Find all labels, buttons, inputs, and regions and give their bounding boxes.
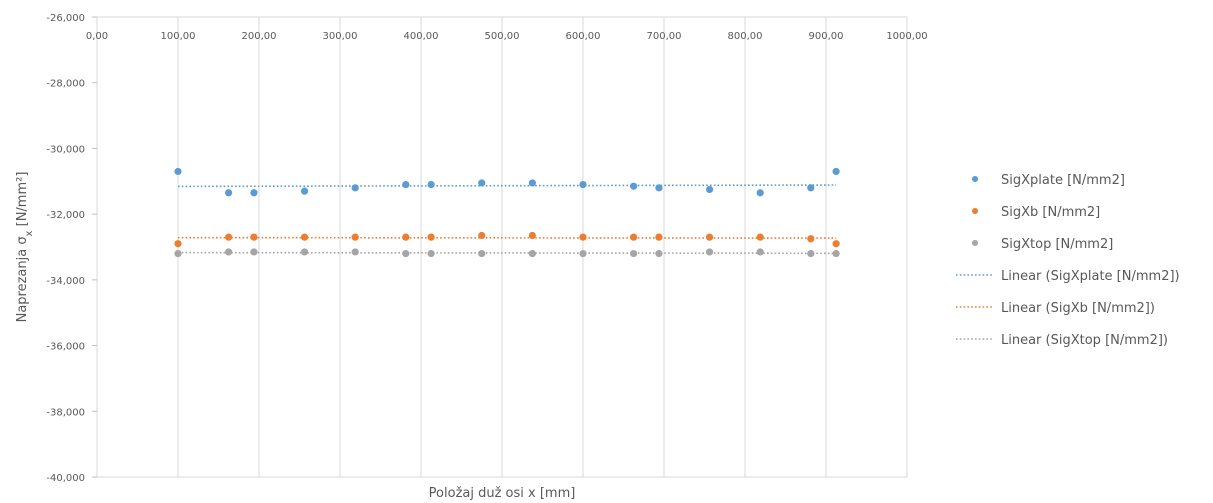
x-tick-label: 100,00 xyxy=(161,31,196,42)
data-point xyxy=(351,233,359,241)
data-point xyxy=(807,184,815,192)
data-point xyxy=(427,180,435,189)
x-tick-label: 800,00 xyxy=(728,31,763,42)
data-point xyxy=(756,189,764,197)
x-tick-label: 700,00 xyxy=(647,31,682,42)
x-tick-label: 400,00 xyxy=(404,31,439,42)
y-axis-title-main: Naprezanja σ xyxy=(15,236,30,322)
y-axis-title-subscript: x xyxy=(24,230,35,236)
data-point xyxy=(832,240,840,248)
x-tick-label: 900,00 xyxy=(809,31,844,42)
data-point xyxy=(300,187,309,195)
data-point xyxy=(427,233,435,241)
legend-marker xyxy=(972,176,978,182)
legend: SigXplate [N/mm2] SigXb [N/mm2] SigXtop [N… xyxy=(956,173,1180,348)
data-point xyxy=(402,249,410,258)
legend-label: Linear (SigXplate [N/mm2]) xyxy=(1001,269,1180,284)
data-point xyxy=(478,231,486,240)
data-point xyxy=(528,231,536,240)
y-tick-label: -30,000 xyxy=(46,144,85,155)
data-point xyxy=(832,167,840,176)
data-point xyxy=(705,233,714,241)
legend-label: SigXtop [N/mm2] xyxy=(1001,237,1113,252)
y-tick-label: -32,000 xyxy=(46,210,85,221)
data-point xyxy=(225,189,233,197)
tick-layer: 0,00 100,00 200,00 300,00 400,00 500,00 600,00… xyxy=(46,13,927,484)
legend-label: SigXb [N/mm2] xyxy=(1001,205,1100,220)
data-point xyxy=(832,249,840,258)
data-point xyxy=(807,249,815,258)
data-point xyxy=(250,248,258,256)
y-tick-label: -26,000 xyxy=(46,13,85,24)
data-point xyxy=(250,233,258,241)
data-point xyxy=(630,249,638,258)
data-point xyxy=(478,179,486,187)
data-point xyxy=(579,249,587,258)
data-point xyxy=(225,233,233,241)
legend-label: Linear (SigXtop [N/mm2]) xyxy=(1001,333,1168,348)
data-point xyxy=(655,184,663,192)
y-tick-label: -36,000 xyxy=(46,342,85,353)
data-point xyxy=(756,233,764,241)
data-point xyxy=(579,233,587,241)
y-tick-label: -34,000 xyxy=(46,276,85,287)
grid-layer xyxy=(177,17,827,477)
trendline xyxy=(177,251,837,255)
y-tick-label: -40,000 xyxy=(46,473,85,484)
data-point xyxy=(300,248,309,256)
legend-label: Linear (SigXb [N/mm2]) xyxy=(1001,301,1155,316)
y-axis-title-unit: [N/mm²] xyxy=(15,172,30,231)
data-point xyxy=(655,233,663,241)
x-tick-label: 0,00 xyxy=(86,31,108,42)
x-tick-label: 200,00 xyxy=(242,31,277,42)
x-tick-label: 1000,00 xyxy=(886,31,927,42)
data-point xyxy=(528,249,536,258)
data-point xyxy=(174,240,182,248)
data-point xyxy=(528,179,536,187)
x-tick-label: 500,00 xyxy=(485,31,520,42)
x-tick-label: 300,00 xyxy=(323,31,358,42)
legend-label: SigXplate [N/mm2] xyxy=(1001,173,1125,188)
data-point xyxy=(705,248,714,256)
y-axis-title: Naprezanja σx [N/mm²] xyxy=(15,172,35,323)
y-tick-label: -38,000 xyxy=(46,407,85,418)
data-point xyxy=(705,185,714,194)
data-point xyxy=(174,167,182,176)
trendline xyxy=(177,184,837,188)
data-point xyxy=(402,233,410,241)
data-point xyxy=(630,182,638,190)
data-point xyxy=(807,235,815,243)
data-point xyxy=(655,249,663,258)
data-point xyxy=(225,248,233,256)
legend-marker xyxy=(972,240,978,246)
data-point xyxy=(756,248,764,256)
data-point xyxy=(402,180,410,189)
data-point xyxy=(174,249,182,258)
data-point xyxy=(630,233,638,241)
legend-marker xyxy=(972,208,978,214)
data-point xyxy=(300,233,309,241)
data-point xyxy=(478,249,486,258)
data-point xyxy=(427,249,435,258)
data-point xyxy=(351,248,359,256)
data-point xyxy=(579,180,587,189)
x-tick-label: 600,00 xyxy=(566,31,601,42)
data-point xyxy=(351,184,359,192)
data-point xyxy=(250,189,258,197)
point-layer xyxy=(174,167,840,258)
trendline-layer xyxy=(177,184,837,255)
y-tick-label: -28,000 xyxy=(46,79,85,90)
x-axis-title: Položaj duž osi x [mm] xyxy=(429,486,576,501)
